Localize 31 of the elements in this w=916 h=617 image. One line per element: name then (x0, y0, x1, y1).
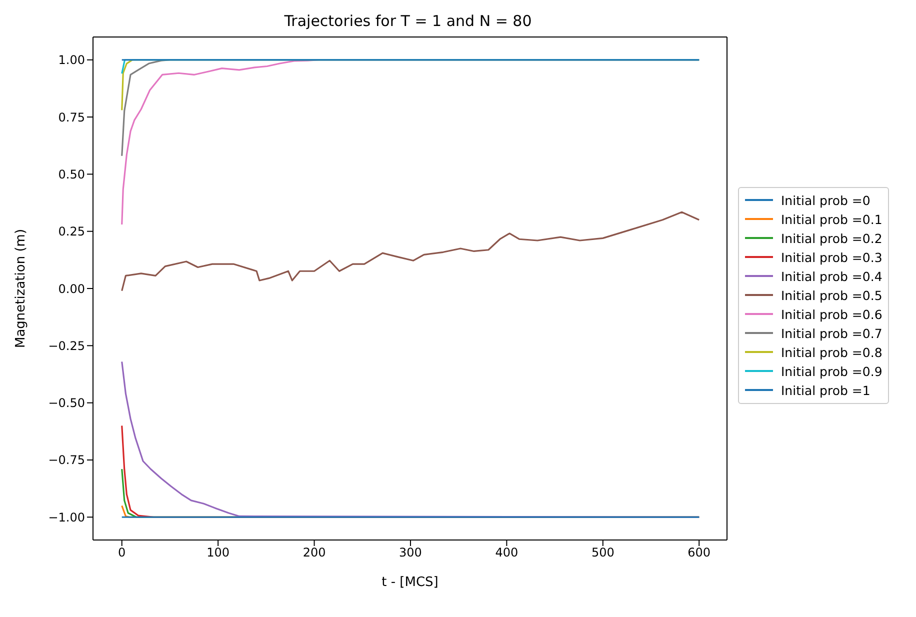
line-series (121, 211, 700, 292)
y-axis-title: Magnetization (m) (14, 228, 29, 348)
y-tick-label: −0.25 (48, 338, 85, 353)
legend-label: Initial prob =0.7 (781, 326, 882, 340)
legend-label: Initial prob =1 (781, 382, 870, 398)
x-tick-label: 200 (302, 546, 326, 560)
chart-title: Trajectories for T = 1 and N = 80 (283, 12, 533, 30)
legend-label: Initial prob =0.5 (781, 288, 882, 302)
legend-label: Initial prob =0.3 (781, 250, 882, 264)
x-tick-label: 500 (591, 546, 614, 560)
y-tick-label: −0.75 (48, 453, 85, 468)
y-tick-label: −0.50 (48, 396, 85, 410)
x-tick-label: 400 (495, 546, 518, 560)
x-tick-label: 300 (399, 546, 422, 560)
legend-label: Initial prob =0.9 (781, 364, 882, 378)
legend-label: Initial prob =0.6 (781, 306, 882, 322)
legend-label: Initial prob =0.8 (781, 344, 882, 360)
legend-label: Initial prob =0.1 (781, 212, 882, 226)
y-tick-label: 1.00 (58, 53, 85, 68)
legend-label: Initial prob =0.4 (781, 268, 882, 284)
y-tick-label: 0.50 (58, 167, 85, 182)
legend-label: Initial prob =0 (781, 192, 870, 208)
y-tick-label: 0.25 (58, 224, 85, 239)
x-tick-label: 0 (118, 546, 126, 560)
legend-label: Initial prob =0.2 (781, 230, 882, 246)
x-tick-label: 100 (206, 546, 230, 560)
y-tick-label: 0.75 (58, 110, 85, 124)
x-tick-label: 600 (688, 546, 711, 560)
x-axis-title: t - [MCS] (382, 575, 438, 590)
y-tick-label: −1.00 (48, 510, 85, 524)
y-tick-label: 0.00 (58, 282, 85, 296)
